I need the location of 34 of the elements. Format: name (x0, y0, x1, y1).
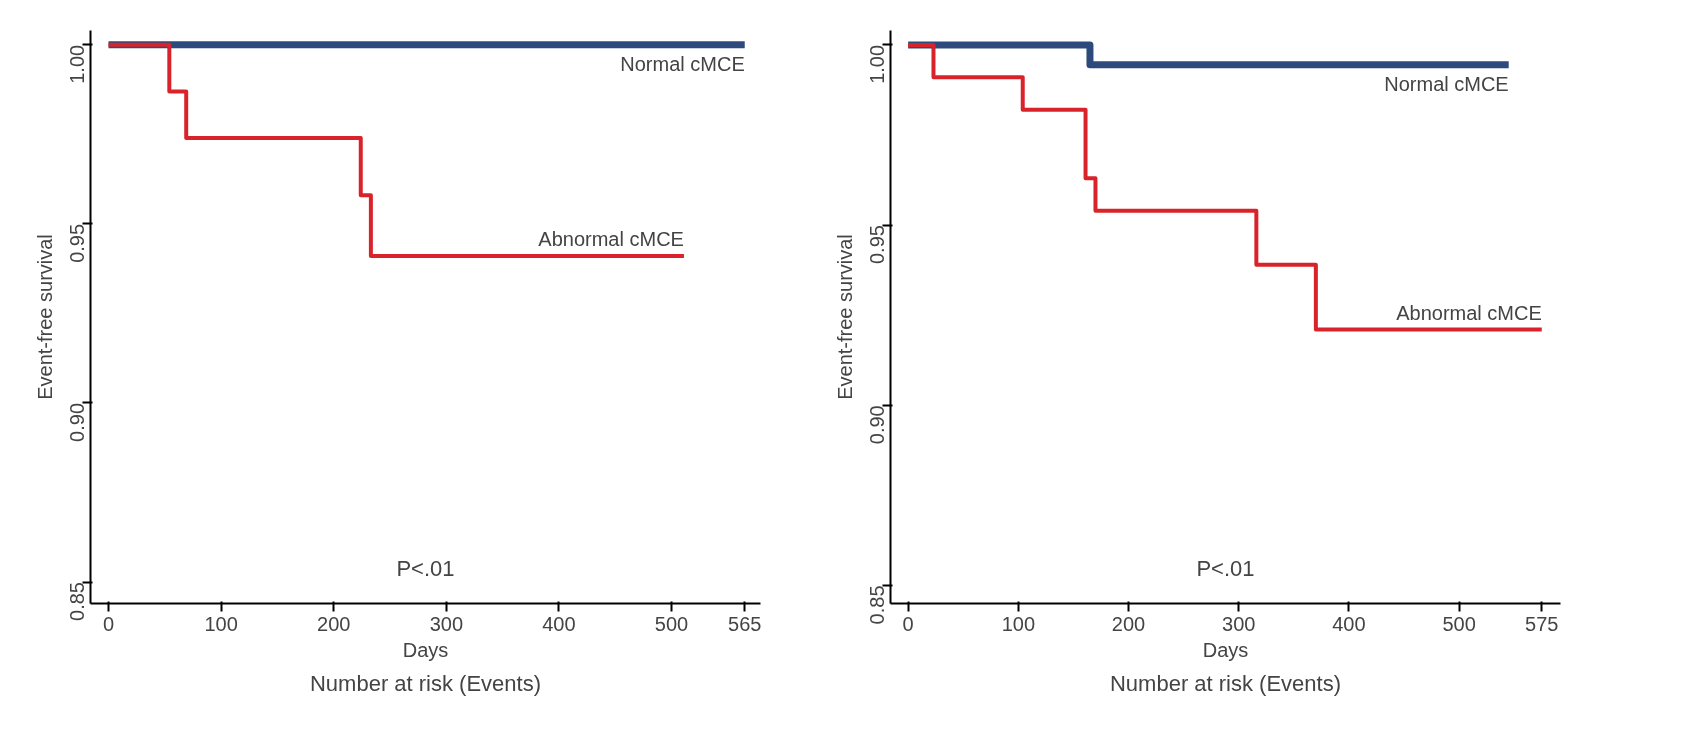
annotation: P<.01 (1196, 555, 1255, 581)
y-tick-label: 0.85 (866, 585, 889, 625)
series-label: Normal cMCE (620, 52, 745, 75)
text: Number at risk (Events) (309, 670, 542, 696)
y-tick-label: 1.00 (66, 44, 89, 84)
x-tick-label: 400 (1332, 612, 1366, 635)
x-tick-label: 100 (1001, 612, 1036, 635)
y-tick-label: 0.95 (66, 223, 89, 263)
x-tick-label: 300 (1222, 612, 1256, 635)
y-axis-title: Event-free survival (33, 234, 56, 400)
y-tick-label: 1.00 (866, 44, 889, 84)
series-label: Abnormal cMCE (538, 228, 684, 251)
x-tick-label: 300 (429, 612, 464, 635)
x-tick-label: 500 (1442, 612, 1476, 635)
annotation: P<.01 (396, 555, 455, 581)
x-tick-label: 0 (902, 612, 914, 635)
x-tick-label: 565 (728, 612, 762, 635)
x-tick-label: 100 (204, 612, 238, 635)
x-axis-title: Days (1202, 638, 1249, 661)
x-tick-label: 200 (1111, 612, 1146, 635)
x-axis-title: Days (402, 638, 449, 661)
x-tick-label: 400 (542, 612, 576, 635)
x-tick-label: 0 (102, 612, 115, 635)
x-tick-label: 575 (1525, 612, 1559, 635)
y-tick-label: 0.85 (66, 582, 89, 621)
series-label: Normal cMCE (1384, 72, 1509, 95)
x-tick-label: 200 (317, 612, 351, 635)
y-tick-label: 0.95 (866, 225, 889, 265)
series-label: Abnormal cMCE (1396, 301, 1542, 324)
y-axis-title: Event-free survival (833, 234, 856, 400)
text: Number at risk (Events) (1109, 670, 1342, 696)
y-tick-label: 0.90 (66, 402, 89, 442)
x-tick-label: 500 (654, 612, 689, 635)
y-tick-label: 0.90 (866, 405, 889, 445)
